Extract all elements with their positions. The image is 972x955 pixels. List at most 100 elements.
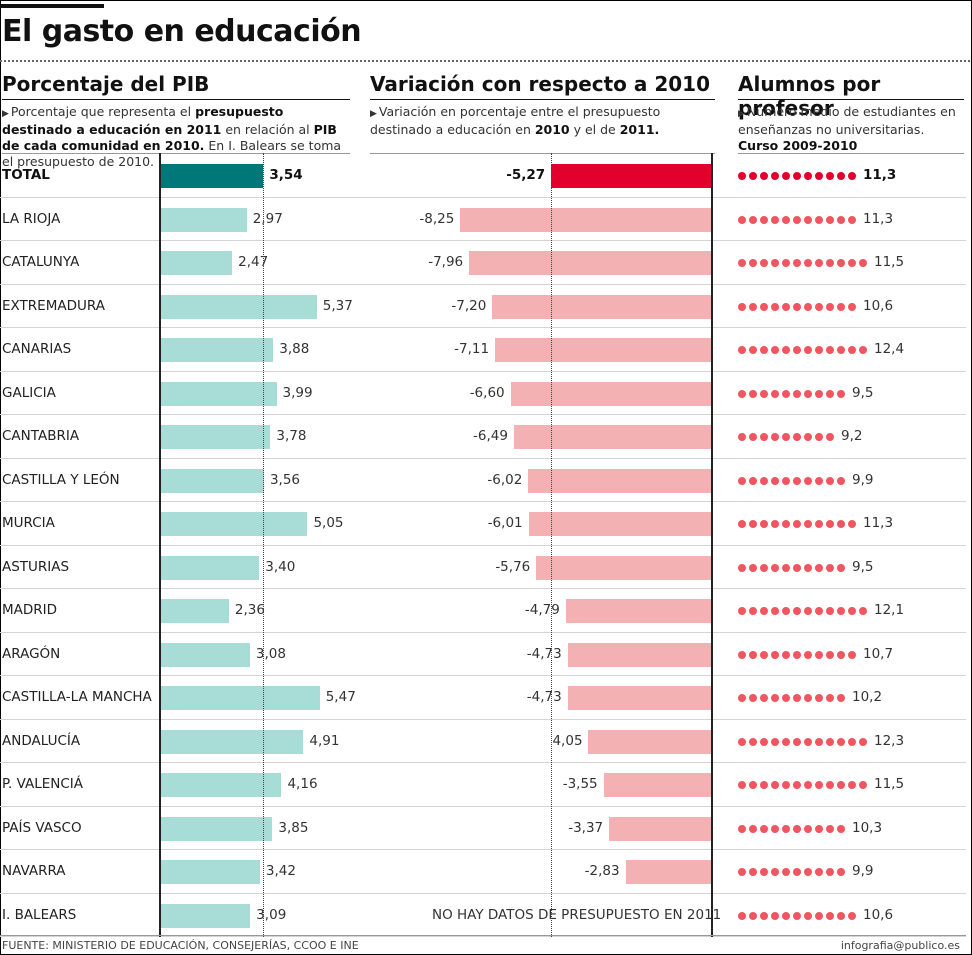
pib-bar — [160, 207, 247, 232]
student-dot — [826, 737, 834, 746]
student-dot — [848, 346, 856, 354]
student-dot — [782, 911, 790, 920]
student-dot — [848, 172, 856, 180]
row-separator — [0, 457, 966, 459]
alumnos-dots — [738, 911, 856, 920]
student-dot — [848, 302, 856, 311]
pib-value-label: 3,09 — [256, 906, 287, 923]
pib-bar — [160, 773, 282, 797]
student-dot — [793, 433, 801, 441]
student-dot — [826, 911, 834, 920]
student-dot — [782, 346, 790, 354]
student-dot — [826, 215, 834, 224]
student-dot — [815, 650, 823, 659]
variacion-value-label: -3,37 — [568, 819, 604, 836]
row-label: CANARIAS — [2, 341, 72, 357]
row-label: CASTILLA-LA MANCHA — [2, 689, 152, 705]
student-dot — [749, 694, 757, 702]
variacion-value-label: -6,01 — [487, 515, 523, 531]
student-dot — [837, 607, 845, 615]
row-separator — [0, 892, 966, 894]
student-dot — [782, 868, 790, 876]
section-title-alumnos: Alumnos por profesor — [738, 72, 881, 120]
student-dot — [837, 694, 845, 702]
student-dot — [760, 563, 768, 572]
row-separator — [0, 718, 966, 720]
variacion-value-label: -8,25 — [419, 210, 455, 227]
row-separator — [0, 501, 966, 503]
student-dot — [837, 346, 845, 354]
student-dot — [804, 476, 812, 485]
student-dot — [771, 824, 779, 833]
section-rule-variacion — [370, 99, 715, 100]
pib-bar — [160, 860, 260, 884]
row-label: TOTAL — [2, 167, 50, 183]
student-dot — [738, 172, 746, 180]
student-dot — [815, 607, 823, 615]
student-dot — [771, 389, 779, 398]
student-dot — [826, 607, 834, 615]
student-dot — [771, 520, 779, 528]
student-dot — [738, 868, 746, 876]
student-dot — [826, 650, 834, 659]
alumnos-dots — [738, 650, 856, 659]
desc-rule-pib — [2, 153, 350, 154]
pib-bar — [160, 512, 308, 536]
pib-bar — [160, 555, 260, 580]
variacion-value-label: -3,55 — [562, 776, 598, 792]
student-dot — [815, 259, 823, 267]
student-dot — [793, 476, 801, 485]
pib-value-label: 2,97 — [252, 210, 283, 227]
desc-rule-alumnos — [738, 153, 964, 154]
variacion-value-label: -4,79 — [524, 602, 560, 618]
variacion-bar — [510, 381, 712, 406]
variacion-reference-line — [551, 153, 553, 938]
student-dot — [782, 694, 790, 702]
desc-text: 2010 — [534, 122, 570, 137]
student-dot — [760, 824, 768, 833]
alumnos-value-label: 10,3 — [852, 819, 883, 836]
student-dot — [804, 520, 812, 528]
student-dot — [738, 476, 746, 485]
alumnos-value-label: 9,2 — [841, 428, 863, 444]
student-dot — [804, 302, 812, 311]
variacion-value-label: 4,05 — [552, 732, 583, 749]
student-dot — [738, 911, 746, 920]
student-dot — [837, 172, 845, 180]
alumnos-dots — [738, 694, 845, 702]
student-dot — [837, 520, 845, 528]
student-dot — [848, 215, 856, 224]
bullet-triangle-icon: ▶ — [738, 109, 745, 119]
student-dot — [760, 694, 768, 702]
variacion-bar — [514, 425, 712, 449]
variacion-value-label: -6,49 — [473, 428, 508, 444]
student-dot — [749, 607, 757, 615]
row-separator — [0, 849, 966, 851]
student-dot — [749, 302, 757, 311]
pib-bar — [160, 425, 271, 449]
row-separator — [0, 588, 966, 590]
alumnos-value-label: 11,5 — [874, 776, 905, 792]
alumnos-value-label: 11,5 — [874, 254, 905, 270]
variacion-bar — [567, 642, 712, 667]
student-dot — [749, 172, 757, 180]
row-separator — [0, 675, 966, 677]
pib-value-label: 3,78 — [276, 428, 307, 444]
variacion-value-label: -7,11 — [454, 341, 490, 357]
alumnos-dots — [738, 737, 867, 746]
student-dot — [760, 346, 768, 354]
student-dot — [793, 302, 801, 311]
student-dot — [782, 781, 790, 789]
variacion-bar — [495, 338, 712, 362]
credit-link[interactable]: infografia@publico.es — [840, 939, 960, 952]
student-dot — [749, 781, 757, 789]
section-desc-pib: ▶ Porcentaje que representa el presupuest… — [2, 104, 350, 170]
row-label: CASTILLA Y LEÓN — [2, 471, 120, 488]
bullet-triangle-icon: ▶ — [370, 109, 377, 119]
student-dot — [782, 302, 790, 311]
row-separator — [0, 283, 966, 285]
pib-bar — [160, 381, 277, 406]
student-dot — [837, 259, 845, 267]
alumnos-dots — [738, 259, 867, 267]
variacion-value-label: -6,60 — [469, 384, 505, 401]
